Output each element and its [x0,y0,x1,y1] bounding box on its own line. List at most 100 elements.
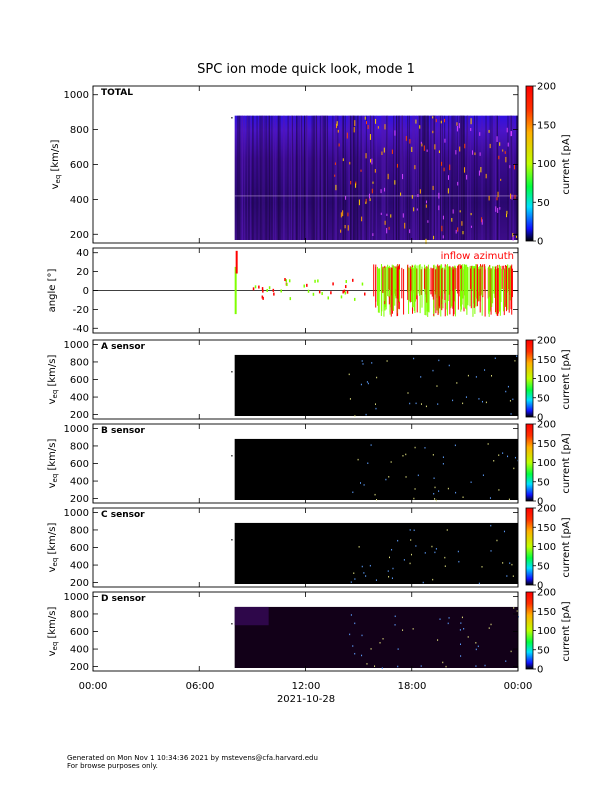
spectrogram-speckle [411,195,413,199]
spectrogram-streak [494,115,496,240]
angle-point [352,278,354,282]
spectrogram-speckle [431,545,433,548]
spectrogram-speckle [433,235,435,240]
angle-bar [396,265,398,317]
spectrogram-speckle [384,187,386,192]
spectrogram-speckle [354,622,356,625]
angle-bar [416,265,418,296]
spectrogram-speckle [376,376,378,379]
spectrogram-speckle [371,188,373,194]
angle-point [266,288,268,292]
y-tick-label: 400 [70,561,89,572]
spectrogram-streak [404,115,406,240]
spectrogram-speckle [350,180,352,185]
spectrogram-speckle [409,139,411,144]
angle-bar [473,268,475,308]
angle-bar [383,268,385,301]
angle-point [306,283,308,287]
spectrogram-streak [423,115,425,240]
spectrogram-speckle [370,444,372,446]
angle-point [327,296,330,300]
spectrogram-speckle [507,142,509,147]
spectrogram-speckle [497,207,499,213]
spectrogram-speckle [423,145,425,151]
spectrogram-streak [237,115,239,240]
spectrogram-speckle [354,120,356,127]
spectrogram-speckle [363,484,365,486]
colorbar-label: current [pA] [561,517,572,577]
spectrogram-speckle [454,444,456,447]
spectrogram-speckle [489,143,491,149]
spectrogram-streak [326,115,328,240]
spectrogram-speckle [385,478,387,481]
angle-bar [414,264,416,302]
spectrogram-streak [415,115,417,240]
spectrogram-streak [273,115,275,240]
spectrogram-speckle [381,151,383,155]
angle-bar [376,266,378,306]
spectrogram-streak [261,115,263,240]
angle-bar [379,268,381,292]
spectrogram-speckle [434,498,436,500]
spectrogram-speckle [435,118,437,123]
angle-bar [421,266,423,308]
panel-0: 0 50 100 150 200 current [pA] TOTAL 200 400 600 80… [50,82,572,248]
spectrogram-speckle [515,235,517,238]
y-tick-label: 800 [70,525,89,536]
angle-bar [420,269,422,295]
spectrogram-streak [342,115,344,240]
spectrogram-speckle [480,166,482,173]
spectrogram-streak [321,115,323,240]
angle-point [262,289,264,293]
spectrogram-streak [492,115,494,240]
spectrogram-streak [432,115,434,240]
spectrogram-streak [252,115,254,240]
spectrogram-streak [283,115,285,240]
spectrogram-streak [371,115,373,240]
spectrogram-speckle [409,562,411,565]
spectrogram-streak [417,115,419,240]
spectrogram-streak [407,115,409,240]
angle-point [285,279,287,283]
spectrogram-speckle [437,639,439,641]
spectrogram-speckle [432,369,434,372]
spectrogram-speckle [496,197,498,201]
spectrogram-speckle [394,180,396,185]
angle-point [261,295,264,299]
panel-4: 0 50 100 150 200 current [pA] C sensor 200 400 60… [47,504,572,592]
spectrogram-streak [304,115,306,240]
angle-bar [452,269,454,317]
angle-bar [436,267,438,311]
spectrogram-speckle [377,126,379,129]
spectrogram-speckle [470,118,472,125]
spectrogram-speckle [505,156,507,163]
spectrogram-speckle [361,634,363,637]
angle-bar [397,265,399,309]
spectrogram-speckle [353,127,355,133]
spectrogram-speckle [422,581,424,584]
colorbar-tick-label: 150 [537,120,556,131]
spectrogram-speckle [353,572,355,574]
spectrogram-streak [248,115,250,240]
spectrogram-speckle [506,213,508,218]
stray-point [231,455,233,457]
spectrogram-streak [260,115,262,240]
angle-bar [389,268,391,315]
colorbar-label: current [pA] [561,601,572,661]
angle-bar [476,265,478,307]
spectrogram-speckle [360,169,362,172]
spectrogram-speckle [479,132,481,136]
spectrogram-speckle [402,213,404,218]
spectrogram-streak [375,115,377,240]
angle-bar [500,268,502,303]
spectrogram-speckle [371,362,373,364]
colorbar-tick-label: 0 [537,665,543,676]
spectrogram-speckle [403,559,405,561]
spectrogram-speckle [502,562,504,564]
colorbar-tick-label: 150 [537,439,556,450]
spectrogram-speckle [458,560,460,563]
spectrogram-streak [382,115,384,240]
spectrogram-streak [457,115,459,240]
spectrogram-speckle [340,229,342,233]
